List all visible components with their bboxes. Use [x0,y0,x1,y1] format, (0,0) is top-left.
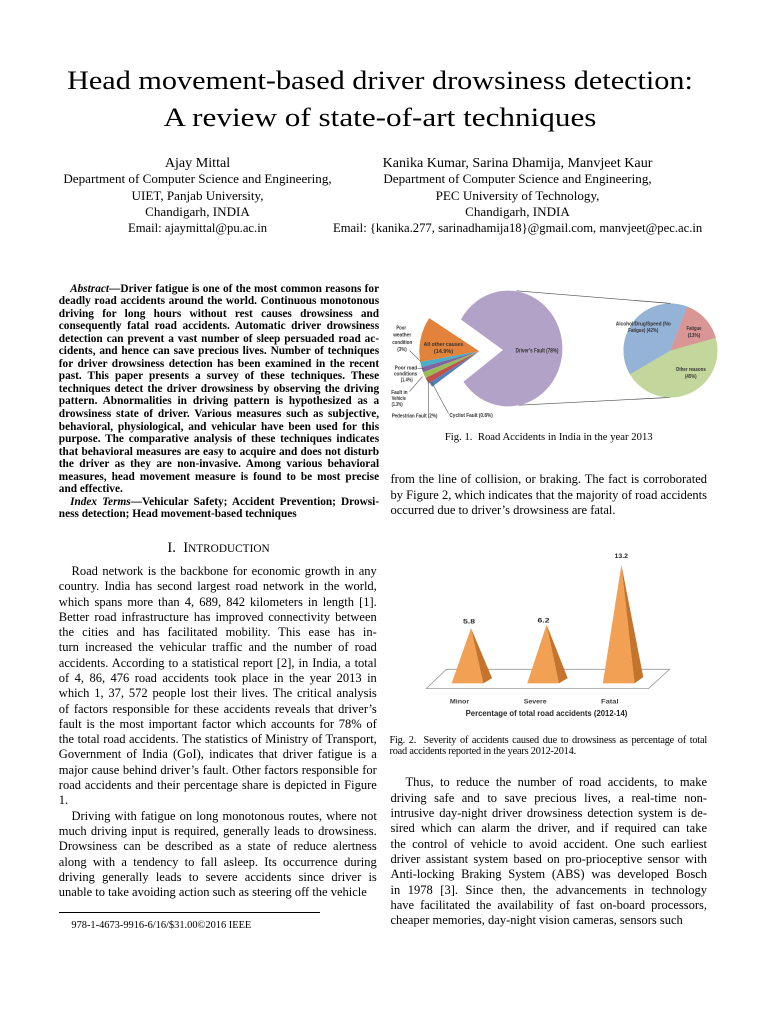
svg-text:condition: condition [392,340,412,346]
svg-text:Fatal: Fatal [601,699,619,706]
svg-text:Severe: Severe [524,699,547,706]
svg-text:Percentage of total road accid: Percentage of total road accidents (2012… [466,709,628,718]
svg-text:(1.3%): (1.3%) [392,402,403,408]
svg-text:13.2: 13.2 [615,553,629,560]
svg-text:Poor road: Poor road [395,365,418,371]
svg-text:Minor: Minor [450,699,470,706]
svg-text:Pedestrian Fault (2%): Pedestrian Fault (2%) [392,414,438,420]
svg-text:Fatigue: Fatigue [687,326,703,332]
svg-text:Driver’s Fault (78%): Driver’s Fault (78%) [516,349,559,355]
svg-text:6.2: 6.2 [538,618,550,625]
svg-text:conditions: conditions [394,371,417,377]
svg-text:(13%): (13%) [688,333,701,339]
svg-text:Other reasons: Other reasons [676,367,706,373]
svg-text:Poor: Poor [396,326,406,332]
svg-text:Alcohol/Drug/Speed (No: Alcohol/Drug/Speed (No [616,322,671,328]
svg-text:(1.4%): (1.4%) [401,378,413,384]
svg-text:Vehicle: Vehicle [392,396,406,402]
svg-text:5.8: 5.8 [463,619,475,626]
svg-text:Fault in: Fault in [391,390,407,396]
svg-text:(45%): (45%) [685,374,697,380]
svg-text:Cyclist Fault (0.8%): Cyclist Fault (0.8%) [449,413,493,419]
svg-text:Fatigue) (42%): Fatigue) (42%) [628,328,658,334]
svg-text:(14.9%): (14.9%) [434,349,453,355]
svg-text:weather: weather [392,333,412,339]
svg-text:(3%): (3%) [397,347,407,353]
svg-text:All other causes: All other causes [424,342,464,348]
